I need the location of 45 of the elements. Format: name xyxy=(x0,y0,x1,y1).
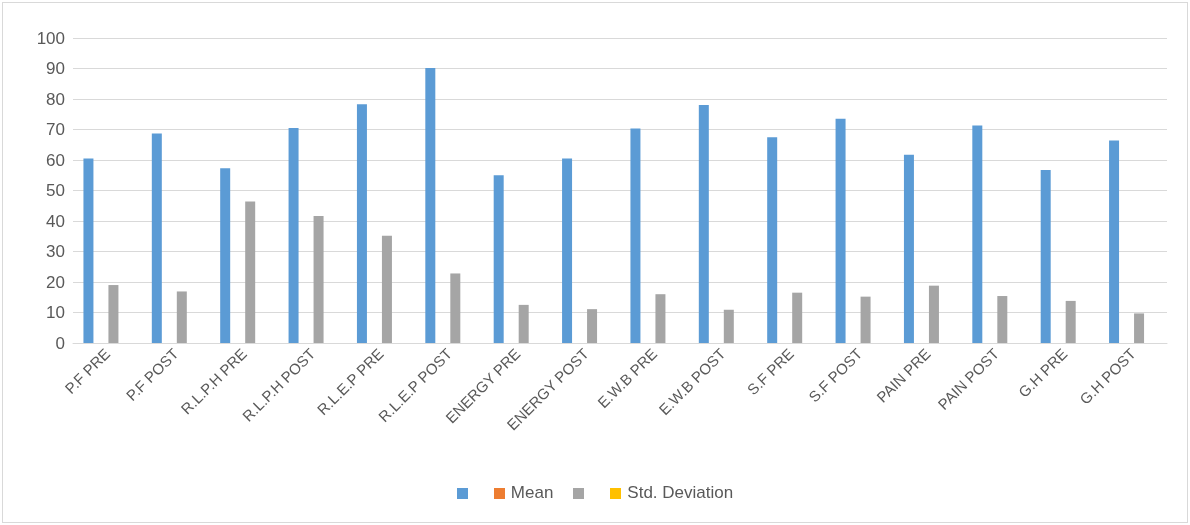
bar xyxy=(151,133,162,343)
y-tick-label: 40 xyxy=(46,211,65,231)
y-tick-label: 100 xyxy=(36,28,65,48)
bar xyxy=(562,158,573,343)
bar xyxy=(835,118,846,343)
bar xyxy=(1040,170,1051,343)
bar xyxy=(698,105,709,343)
bar xyxy=(381,235,392,343)
bar xyxy=(860,296,871,343)
bar xyxy=(356,104,367,343)
bar xyxy=(1109,140,1120,343)
y-tick-label: 70 xyxy=(46,120,65,139)
bar xyxy=(83,158,94,343)
bar xyxy=(587,309,598,343)
bar xyxy=(792,292,803,343)
bar xyxy=(220,168,231,343)
bar xyxy=(903,154,914,343)
legend-label: Mean xyxy=(510,483,554,502)
bar xyxy=(972,125,983,343)
y-tick-label: 20 xyxy=(46,272,65,292)
bar xyxy=(176,291,187,343)
bar xyxy=(425,67,436,343)
bar xyxy=(1065,300,1076,343)
bar xyxy=(245,201,256,343)
bar xyxy=(108,285,119,343)
bar xyxy=(288,127,299,343)
bar xyxy=(928,285,939,343)
bar xyxy=(723,309,734,343)
bar xyxy=(630,128,641,343)
bar xyxy=(767,137,778,343)
legend-label: Std. Deviation xyxy=(627,483,734,502)
y-tick-label: 30 xyxy=(46,242,65,261)
bar xyxy=(997,296,1008,343)
bar xyxy=(313,216,324,343)
y-tick-label: 60 xyxy=(46,150,65,170)
y-tick-label: 10 xyxy=(46,303,65,322)
y-tick-label: 0 xyxy=(55,333,65,353)
bar xyxy=(1134,313,1145,343)
bar xyxy=(655,294,666,343)
bar xyxy=(450,273,461,343)
bar xyxy=(518,304,529,343)
y-tick-label: 90 xyxy=(46,59,65,78)
y-tick-label: 50 xyxy=(46,181,65,200)
y-tick-label: 80 xyxy=(46,89,65,109)
bar xyxy=(493,175,504,343)
